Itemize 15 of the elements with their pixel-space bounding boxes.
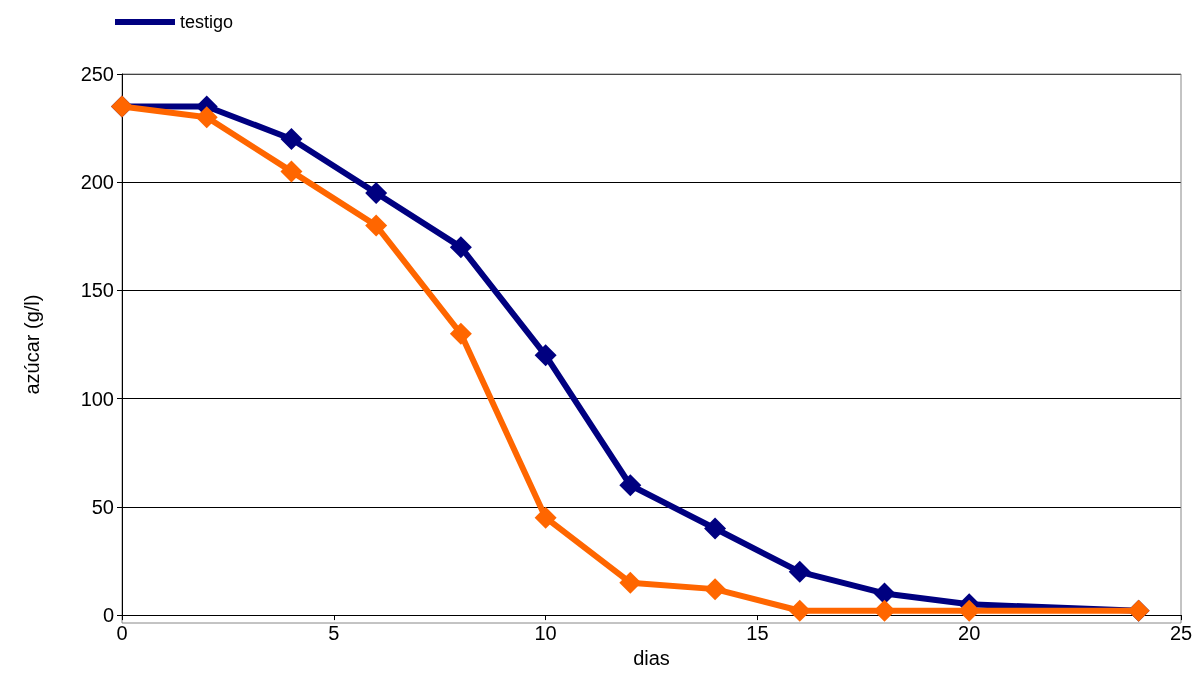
legend-label: testigo	[180, 12, 234, 32]
x-tick-label: 0	[116, 622, 128, 645]
y-tick-label: 250	[80, 63, 114, 85]
y-tick-label: 100	[80, 387, 114, 410]
x-tick-label: 20	[958, 622, 981, 645]
y-tick-label: 0	[102, 604, 114, 627]
x-tick-label: 15	[746, 622, 769, 645]
x-axis-title: dias	[633, 647, 670, 669]
x-tick-label: 25	[1169, 622, 1193, 645]
y-tick-label: 50	[91, 495, 114, 518]
y-tick-label: 150	[80, 279, 114, 302]
y-tick-label: 200	[80, 171, 114, 194]
y-axis-title: azúcar (g/l)	[21, 294, 43, 395]
x-tick-label: 5	[328, 622, 340, 645]
x-tick-label: 10	[534, 622, 557, 645]
